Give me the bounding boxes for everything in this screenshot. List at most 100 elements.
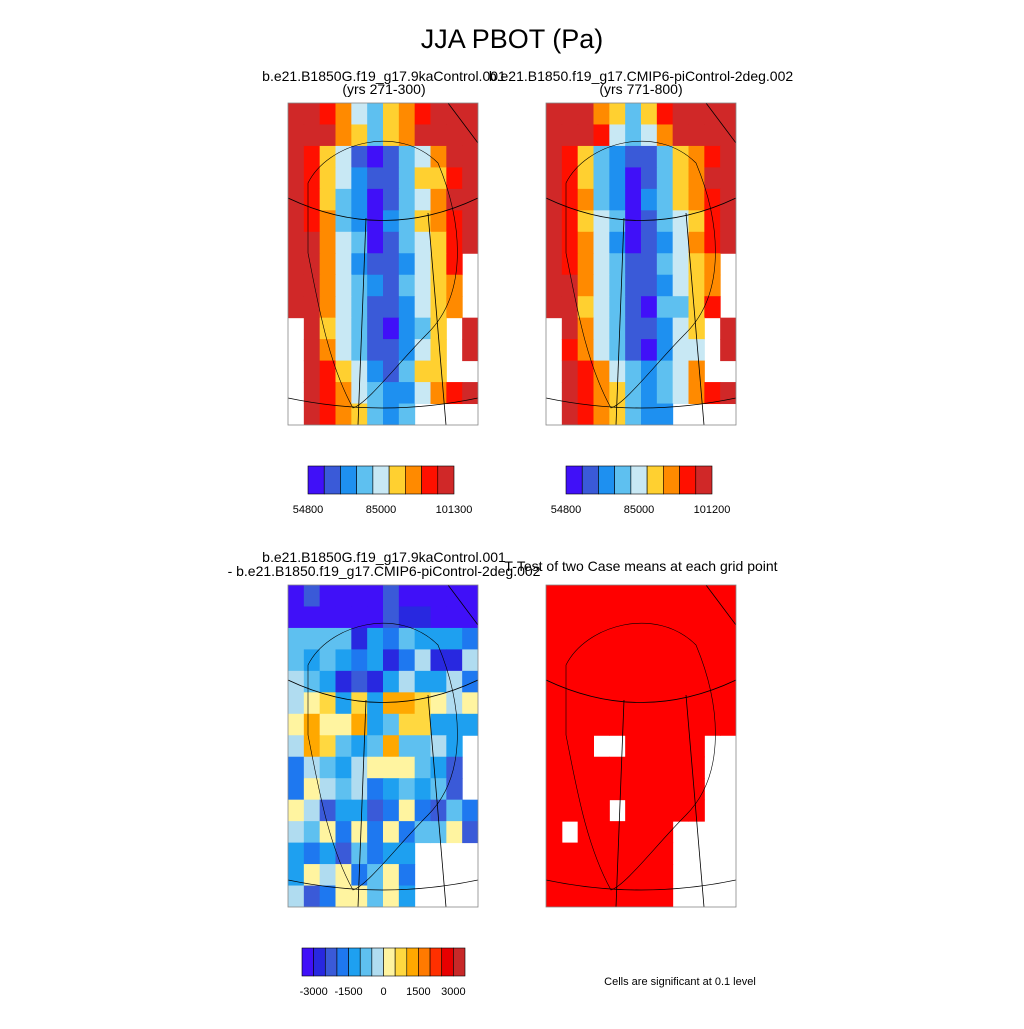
- map-cell: [672, 713, 689, 736]
- map-cell: [577, 821, 594, 844]
- map-cell: [546, 103, 563, 125]
- map-cell: [398, 296, 416, 319]
- map-cell: [446, 253, 463, 276]
- map-cell: [656, 231, 674, 254]
- colorbar-swatch: [695, 465, 713, 495]
- map-cell: [609, 885, 626, 907]
- map-cell: [593, 821, 610, 844]
- map-cell: [625, 403, 642, 425]
- map-cell: [625, 253, 642, 276]
- map-cell: [446, 188, 463, 211]
- map-cell: [351, 231, 368, 254]
- map-cell: [656, 360, 674, 383]
- map-cell: [319, 885, 336, 907]
- map-cell: [593, 756, 610, 779]
- map-cell: [625, 382, 642, 405]
- map-cell: [641, 821, 658, 844]
- map-cell: [414, 821, 431, 844]
- map-cell: [398, 145, 416, 168]
- longitude-line: [357, 699, 367, 907]
- map-cell: [672, 778, 689, 801]
- map-cell: [367, 382, 384, 405]
- map-cell: [546, 210, 563, 233]
- map-cell: [303, 649, 321, 672]
- map-cell: [577, 253, 594, 276]
- map-cell: [430, 296, 447, 319]
- map-cell: [546, 585, 563, 607]
- map-cell: [414, 713, 431, 736]
- colorbar-swatch: [565, 465, 583, 495]
- map-cell: [335, 842, 352, 865]
- map-cell: [367, 167, 384, 190]
- map-cell: [335, 317, 352, 340]
- map-cell: [383, 585, 400, 607]
- map-cell: [288, 842, 305, 865]
- colorbar-swatch: [372, 465, 390, 495]
- map-cell: [303, 606, 321, 629]
- map-cell: [656, 296, 674, 319]
- colorbar-swatch: [324, 947, 338, 977]
- map-cell: [641, 778, 658, 801]
- map-cell: [577, 649, 594, 672]
- map-cell: [383, 317, 400, 340]
- map-cell: [656, 167, 674, 190]
- map-cell: [288, 253, 305, 276]
- map-cell: [398, 713, 416, 736]
- map-cell: [335, 339, 352, 362]
- map-cell: [383, 606, 400, 629]
- map-cell: [351, 778, 368, 801]
- map-cell: [688, 382, 705, 405]
- map-cell: [383, 403, 400, 425]
- map-cell: [577, 382, 594, 405]
- map-cell: [303, 885, 321, 907]
- map-cell: [720, 692, 736, 715]
- map-cell: [288, 778, 305, 801]
- colorbar-swatch: [323, 465, 341, 495]
- map-cell: [288, 692, 305, 715]
- map-cell: [446, 167, 463, 190]
- map-cell: [625, 864, 642, 887]
- map-cell: [656, 649, 674, 672]
- map-cell: [462, 210, 478, 233]
- map-cell: [625, 145, 642, 168]
- colorbar-swatch: [421, 465, 439, 495]
- map-cell: [688, 649, 705, 672]
- map-cell: [398, 670, 416, 693]
- map-cell: [688, 253, 705, 276]
- map-cell: [319, 649, 336, 672]
- map-cell: [446, 606, 463, 629]
- map-cell: [609, 253, 626, 276]
- map-cell: [319, 231, 336, 254]
- map-cell: [446, 799, 463, 822]
- map-cell: [367, 735, 384, 758]
- map-cell: [672, 670, 689, 693]
- map-cell: [288, 145, 305, 168]
- map-cell: [430, 167, 447, 190]
- map-cell: [688, 103, 705, 125]
- map-cell: [430, 253, 447, 276]
- map-cell: [288, 735, 305, 758]
- map-cell: [546, 778, 563, 801]
- map-cell: [303, 210, 321, 233]
- map-cell: [672, 735, 689, 758]
- map-cell: [704, 274, 721, 297]
- map-cell: [546, 274, 563, 297]
- map-cell: [383, 274, 400, 297]
- colorbar-swatch: [405, 465, 422, 495]
- panel-title: b.e21.B1850G.f19_g17.9kaControl.001: [262, 68, 506, 84]
- map-cell: [609, 778, 626, 801]
- map-cell: [561, 167, 579, 190]
- map-cell: [398, 339, 416, 362]
- map-cell: [720, 145, 736, 168]
- map-cells: [546, 103, 736, 425]
- map-cell: [720, 103, 736, 125]
- map-cell: [688, 188, 705, 211]
- map-cell: [641, 253, 658, 276]
- map-cell: [625, 124, 642, 147]
- map-cell: [641, 713, 658, 736]
- map-cell: [609, 145, 626, 168]
- map-cell: [351, 821, 368, 844]
- map-cell: [577, 864, 594, 887]
- map-cell: [672, 124, 689, 147]
- colorbar-swatch: [383, 947, 396, 977]
